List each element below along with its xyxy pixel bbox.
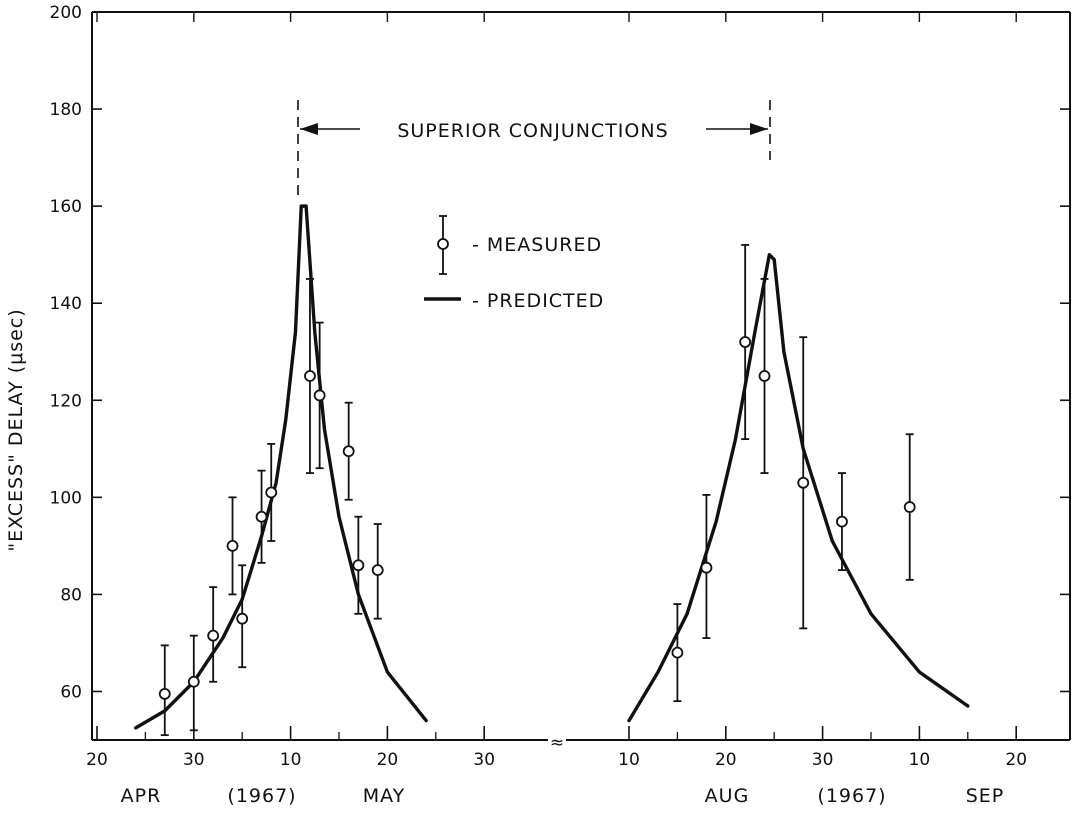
measured-marker	[304, 370, 316, 382]
x-tick-label: 20	[715, 750, 737, 770]
axis-ticks	[92, 11, 1070, 740]
conjunction-annotation: SUPERIOR CONJUNCTIONS	[297, 100, 771, 196]
measured-point	[700, 494, 713, 639]
measured-point	[255, 469, 268, 564]
measured-point	[342, 401, 355, 501]
measured-point	[187, 634, 200, 732]
measured-marker	[758, 370, 771, 382]
y-tick-label: 140	[50, 294, 82, 314]
measured-point	[739, 244, 752, 440]
measured-point	[797, 336, 810, 630]
y-axis-label: "EXCESS" DELAY (μsec)	[5, 308, 27, 551]
conjunction-label: SUPERIOR CONJUNCTIONS	[397, 120, 668, 142]
y-tick-label: 60	[60, 682, 82, 702]
measured-point	[304, 278, 316, 474]
measured-point	[836, 472, 848, 572]
measured-point	[313, 321, 326, 470]
y-tick-label: 200	[50, 3, 82, 23]
measured-marker	[187, 675, 200, 688]
measured-point	[226, 496, 239, 596]
measured-points	[158, 244, 916, 737]
measured-point	[352, 515, 365, 615]
predicted-curve-1	[134, 204, 428, 730]
y-tick-label: 120	[50, 391, 82, 411]
measured-point	[236, 564, 249, 669]
measured-marker	[207, 629, 220, 642]
x-tick-label: 20	[1005, 750, 1027, 770]
month-label: AUG	[705, 785, 750, 807]
x-tick-label: 20	[377, 750, 399, 770]
arrow-head-right	[750, 123, 768, 135]
legend-measured-label: - MEASURED	[472, 234, 602, 256]
x-tick-labels: 20 30 10 20 30 10 20 30 10 20	[86, 750, 1027, 770]
y-tick-label: 100	[50, 488, 82, 508]
arrow-head-left	[300, 123, 318, 135]
legend: - MEASURED - PREDICTED	[424, 215, 604, 312]
month-label: APR	[121, 785, 162, 807]
measured-marker	[671, 646, 684, 659]
month-label: SEP	[966, 785, 1005, 807]
month-labels: APR (1967) MAY AUG (1967) SEP	[121, 785, 1005, 807]
y-tick-label: 160	[50, 197, 82, 217]
measured-marker	[903, 501, 916, 513]
measured-marker	[265, 486, 278, 499]
measured-marker	[371, 564, 384, 577]
measured-marker	[255, 510, 268, 523]
measured-point	[371, 523, 384, 620]
x-tick-label: 10	[909, 750, 931, 770]
measured-marker	[313, 389, 326, 402]
measured-point	[903, 433, 916, 581]
plot-frame: ≈	[91, 11, 1071, 753]
x-tick-label: 20	[86, 750, 108, 770]
measured-marker	[797, 476, 810, 489]
x-tick-label: 30	[812, 750, 834, 770]
x-tick-label: 30	[183, 750, 205, 770]
month-label: (1967)	[227, 785, 296, 807]
x-tick-label: 30	[473, 750, 495, 770]
measured-marker	[352, 559, 365, 572]
x-tick-label: 10	[618, 750, 640, 770]
legend-predicted-label: - PREDICTED	[472, 290, 604, 312]
measured-point	[158, 644, 171, 737]
measured-marker	[226, 539, 239, 552]
measured-marker	[236, 612, 249, 625]
axis-break-mark: ≈	[550, 733, 564, 753]
y-tick-label: 180	[50, 100, 82, 120]
x-tick-label: 10	[280, 750, 302, 770]
measured-marker	[158, 687, 171, 700]
predicted-curve-2	[627, 252, 970, 723]
month-label: (1967)	[817, 785, 886, 807]
measured-point	[207, 586, 220, 683]
measured-marker	[700, 561, 713, 574]
measured-point	[758, 278, 771, 474]
predicted-curves	[134, 204, 970, 730]
measured-point	[265, 443, 278, 542]
month-label: MAY	[363, 785, 406, 807]
y-tick-labels: 200 180 160 140 120 100 80 60	[50, 3, 82, 702]
legend-measured-marker	[437, 238, 449, 250]
measured-marker	[739, 336, 752, 348]
y-tick-label: 80	[60, 585, 82, 605]
measured-marker	[836, 515, 848, 528]
measured-point	[671, 603, 684, 703]
measured-marker	[342, 445, 355, 458]
